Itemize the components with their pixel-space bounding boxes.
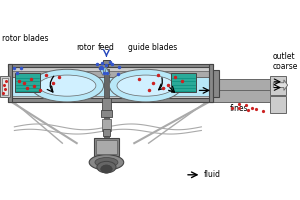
Polygon shape — [273, 80, 288, 90]
Bar — [213, 79, 280, 90]
Ellipse shape — [101, 165, 112, 173]
Bar — [171, 73, 196, 92]
Polygon shape — [99, 67, 110, 75]
Bar — [10, 65, 211, 71]
Ellipse shape — [89, 155, 124, 170]
Bar — [103, 60, 110, 64]
Bar — [213, 90, 282, 102]
Bar — [103, 129, 110, 136]
Bar — [96, 140, 117, 154]
Bar — [94, 138, 119, 156]
Ellipse shape — [117, 75, 175, 96]
Ellipse shape — [97, 161, 116, 173]
Bar — [104, 60, 108, 67]
Ellipse shape — [38, 75, 96, 96]
Bar — [209, 64, 213, 102]
Bar — [11, 65, 209, 71]
Text: rotor blades: rotor blades — [2, 34, 48, 43]
Bar — [11, 96, 209, 100]
Text: rotor: rotor — [76, 43, 95, 52]
Bar — [101, 110, 112, 117]
Text: outlet
coarse: outlet coarse — [272, 52, 298, 71]
Text: feed: feed — [98, 43, 115, 52]
Bar — [102, 119, 111, 131]
Bar — [0, 76, 10, 97]
Bar — [270, 76, 286, 95]
Bar — [8, 64, 11, 102]
Ellipse shape — [31, 69, 103, 102]
Bar — [102, 98, 111, 112]
Ellipse shape — [109, 69, 182, 102]
Bar — [213, 70, 219, 97]
Text: guide blades: guide blades — [128, 43, 177, 52]
Bar — [15, 73, 40, 92]
Bar — [8, 64, 213, 67]
Text: outlet
fines: outlet fines — [230, 93, 253, 113]
Bar — [103, 69, 109, 159]
Polygon shape — [103, 67, 106, 75]
Bar — [8, 98, 213, 102]
Ellipse shape — [95, 158, 118, 167]
Bar — [11, 71, 209, 100]
Text: fluid: fluid — [204, 170, 221, 179]
Bar — [10, 71, 211, 77]
Bar — [2, 78, 8, 95]
Bar — [11, 67, 209, 71]
Bar — [270, 96, 286, 113]
